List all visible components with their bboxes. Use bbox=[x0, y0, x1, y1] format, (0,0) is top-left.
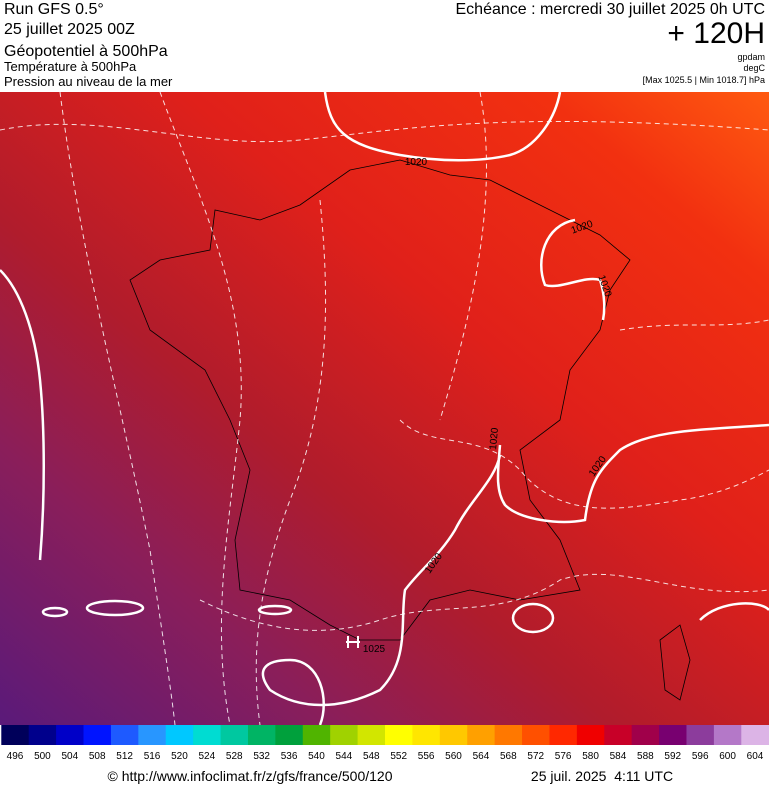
lead-time: + 120H bbox=[667, 17, 765, 50]
isobar bbox=[41, 606, 69, 618]
legend-swatch bbox=[741, 725, 769, 745]
legend-label: 604 bbox=[747, 751, 764, 762]
legend-label: 568 bbox=[500, 751, 517, 762]
run-date: 25 juillet 2025 00Z bbox=[4, 21, 135, 38]
isobar bbox=[257, 604, 293, 616]
isotherm bbox=[0, 120, 769, 143]
generated-time: 25 juil. 2025 4:11 UTC bbox=[531, 768, 673, 784]
legend-label: 528 bbox=[226, 751, 243, 762]
isobar bbox=[85, 599, 145, 617]
contour-label: 1025 bbox=[363, 644, 386, 655]
legend-label: 572 bbox=[527, 751, 544, 762]
legend-swatch bbox=[522, 725, 550, 745]
legend-swatch bbox=[165, 725, 194, 745]
legend-label: 512 bbox=[116, 751, 133, 762]
isotherm bbox=[199, 573, 769, 631]
legend-label: 576 bbox=[555, 751, 572, 762]
color-legend: 496 500 504 508 512 516 520 524 528 532 536 540 544 5… bbox=[1, 725, 769, 762]
legend-label: 600 bbox=[719, 751, 736, 762]
legend-label: 584 bbox=[610, 751, 627, 762]
legend-swatch bbox=[56, 725, 85, 745]
legend-swatch bbox=[576, 725, 605, 745]
legend-label: 592 bbox=[664, 751, 681, 762]
isotherm bbox=[399, 419, 769, 509]
legend-swatch bbox=[385, 725, 413, 745]
legend-label: 556 bbox=[418, 751, 435, 762]
legend-label: 596 bbox=[692, 751, 709, 762]
isobar bbox=[511, 602, 555, 634]
legend-swatch bbox=[138, 725, 167, 745]
legend-label: 564 bbox=[473, 751, 490, 762]
legend-swatch bbox=[412, 725, 441, 745]
contour-label: 1020 bbox=[488, 427, 501, 451]
isobar bbox=[0, 269, 45, 561]
legend-label: 532 bbox=[253, 751, 270, 762]
legend-label: 520 bbox=[171, 751, 188, 762]
isotherm bbox=[255, 199, 327, 726]
legend-label: 544 bbox=[336, 751, 353, 762]
isotherm bbox=[439, 91, 487, 421]
legend-swatch bbox=[220, 725, 249, 745]
legend-swatch bbox=[439, 725, 468, 745]
legend-swatch bbox=[357, 725, 386, 745]
legend-swatch bbox=[467, 725, 496, 745]
legend-label: 588 bbox=[637, 751, 654, 762]
field-temp: Température à 500hPa bbox=[4, 59, 137, 74]
isobar bbox=[261, 454, 502, 726]
isobar bbox=[540, 218, 606, 321]
isobar bbox=[496, 423, 769, 524]
legend-swatch bbox=[494, 725, 523, 745]
legend-swatch bbox=[110, 725, 139, 745]
map: 1020 1020 1020 1020 1020 1020 1025 bbox=[0, 91, 769, 726]
legend-swatch bbox=[1, 725, 30, 745]
legend-label: 524 bbox=[199, 751, 216, 762]
island-border bbox=[659, 624, 691, 701]
source-url: © http://www.infoclimat.fr/z/gfs/france/… bbox=[108, 768, 393, 784]
legend-swatch bbox=[659, 725, 687, 745]
legend-label: 560 bbox=[445, 751, 462, 762]
legend-label: 504 bbox=[61, 751, 78, 762]
unit-degc: degC bbox=[743, 63, 765, 73]
isotherm bbox=[619, 319, 769, 331]
legend-label: 536 bbox=[281, 751, 298, 762]
legend-label: 580 bbox=[582, 751, 599, 762]
legend-label: 496 bbox=[7, 751, 24, 762]
field-main: Géopotentiel à 500hPa bbox=[4, 43, 168, 60]
legend-label: 552 bbox=[390, 751, 407, 762]
legend-label: 508 bbox=[89, 751, 106, 762]
pressure-extremes: [Max 1025.5 | Min 1018.7] hPa bbox=[643, 75, 765, 85]
isobar bbox=[699, 602, 769, 621]
isobar bbox=[323, 91, 562, 162]
legend-swatch bbox=[604, 725, 633, 745]
unit-gpdam: gpdam bbox=[737, 52, 765, 62]
legend-swatch bbox=[549, 725, 578, 745]
legend-swatch bbox=[686, 725, 715, 745]
country-border bbox=[129, 159, 631, 641]
valid-time: Echéance : mercredi 30 juillet 2025 0h U… bbox=[456, 1, 766, 18]
legend-swatch bbox=[330, 725, 359, 745]
legend-swatch bbox=[713, 725, 742, 745]
legend-label: 500 bbox=[34, 751, 51, 762]
legend-swatch bbox=[28, 725, 57, 745]
contour-label: 1020 bbox=[405, 157, 428, 168]
legend-swatch bbox=[302, 725, 331, 745]
legend-label: 540 bbox=[308, 751, 325, 762]
legend-swatch bbox=[631, 725, 660, 745]
legend-swatch bbox=[193, 725, 222, 745]
legend-swatch bbox=[275, 725, 304, 745]
legend-label: 548 bbox=[363, 751, 380, 762]
legend-label: 516 bbox=[144, 751, 161, 762]
run-title: Run GFS 0.5° bbox=[4, 1, 104, 18]
legend-swatch bbox=[247, 725, 276, 745]
legend-swatch bbox=[83, 725, 112, 745]
field-pressure: Pression au niveau de la mer bbox=[4, 74, 173, 89]
map-field bbox=[0, 92, 769, 725]
high-marker bbox=[346, 636, 360, 648]
